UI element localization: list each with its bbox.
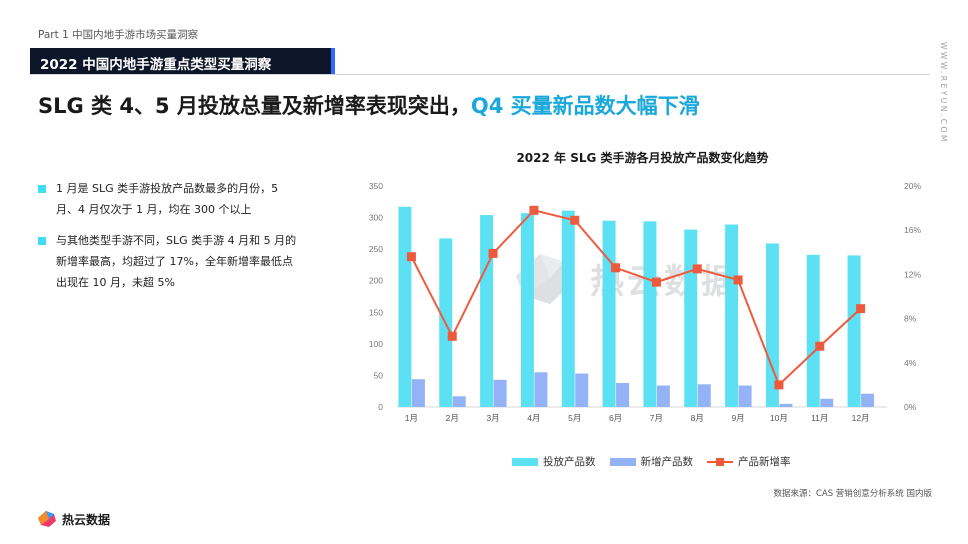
chart-legend: 投放产品数 新增产品数 产品新增率 [512,454,791,469]
bullet-item: 与其他类型手游不同，SLG 类手游 4 月和 5 月的新增率最高，均超过了 17… [38,230,303,293]
part-label: Part 1 中国内地手游市场买量洞察 [38,29,199,41]
bar-total [725,224,739,407]
rate-point [774,380,784,390]
bar-new [861,393,875,407]
legend-label-total: 投放产品数 [543,456,596,468]
headline-main: SLG 类 4、5 月投放总量及新增率表现突出， [38,94,471,118]
source-note: 数据来源：CAS 营销创意分析系统 国内版 [773,489,932,499]
x-tick-label: 8月 [691,413,704,423]
y-tick-label: 50 [374,370,384,380]
x-tick-label: 11月 [811,413,828,423]
bar-new [452,396,466,407]
bar-total [398,206,412,407]
y2-tick-label: 0% [904,402,917,412]
side-url-text: WWW.REYUN.COM [939,42,948,144]
bullet-list: 1 月是 SLG 类手游投放产品数最多的月份，5 月、4 月仅次于 1 月，均在… [38,178,303,303]
bar-new [697,384,711,407]
y-tick-label: 150 [369,307,383,317]
banner-title: 2022 中国内地手游重点类型买量洞察 [40,57,272,73]
x-tick-label: 10月 [770,413,788,423]
headline-accent: Q4 买量新品数大幅下滑 [470,94,700,118]
rate-point [406,252,416,262]
bar-total [480,215,494,407]
rate-point [651,277,661,287]
legend-item-rate: 产品新增率 [707,454,791,469]
rate-point [692,264,702,274]
x-tick-label: 4月 [527,413,540,423]
bar-new [534,372,548,407]
x-tick-label: 5月 [568,413,581,423]
rate-point [611,263,621,273]
chart-canvas: 0 50 100 150 200 250 300 350 0% 4% 8% 12% 16% 20% 1月 2月… [369,181,922,423]
y2-tick-label: 20% [904,181,921,191]
brand-logo-text: 热云数据 [62,512,111,527]
y-tick-label: 0 [378,402,383,412]
bar-total [561,210,575,407]
bar-new [656,385,670,407]
rate-point [815,341,825,351]
bar-total [765,243,779,407]
bar-new [616,383,630,407]
legend-swatch-rate [707,457,733,466]
legend-item-new: 新增产品数 [609,454,694,469]
bar-total [684,229,698,407]
rate-point [529,205,539,215]
brand-logo: 热云数据 [37,510,110,528]
page-headline: SLG 类 4、5 月投放总量及新增率表现突出，Q4 买量新品数大幅下滑 [38,90,700,120]
bar-new [779,403,793,407]
legend-item-total: 投放产品数 [512,454,596,469]
side-url: WWW.REYUN.COM [936,42,952,152]
bar-total [806,254,820,407]
bar-new [411,379,425,407]
legend-swatch-total [512,457,538,466]
rate-point [856,304,866,314]
x-tick-label: 2月 [446,413,459,423]
rate-point [733,275,743,285]
brand-logo-icon [38,511,56,527]
y-tick-label: 250 [369,244,383,254]
legend-swatch-new [609,457,636,466]
rate-point [488,248,498,258]
y2-tick-label: 4% [904,358,917,368]
y-tick-label: 300 [369,213,383,223]
x-tick-label: 1月 [405,413,418,423]
legend-label-rate: 产品新增率 [738,456,791,468]
bar-total [847,255,861,407]
y-tick-label: 350 [369,181,383,191]
bar-new [820,398,834,407]
bullet-square-icon [38,185,46,193]
y2-tick-label: 12% [904,269,921,279]
y-tick-label: 200 [369,276,383,286]
x-tick-label: 3月 [486,413,499,423]
x-tick-label: 6月 [609,413,622,423]
bar-new [493,379,507,407]
bar-total [520,213,534,407]
y2-tick-label: 8% [904,314,917,324]
chart-title: 2022 年 SLG 类手游各月投放产品数变化趋势 [516,151,769,165]
bar-new [575,373,589,407]
bullet-text: 与其他类型手游不同，SLG 类手游 4 月和 5 月的新增率最高，均超过了 17… [56,234,297,289]
bar-total [602,220,616,407]
x-tick-label: 9月 [731,413,744,423]
y-tick-label: 100 [369,339,383,349]
x-tick-label: 12月 [852,413,870,423]
bar-new [738,385,752,407]
x-tick-label: 7月 [650,413,663,423]
bullet-item: 1 月是 SLG 类手游投放产品数最多的月份，5 月、4 月仅次于 1 月，均在… [38,178,303,220]
rate-line [410,209,862,387]
bullet-text: 1 月是 SLG 类手游投放产品数最多的月份，5 月、4 月仅次于 1 月，均在… [56,182,279,216]
y2-tick-label: 16% [904,225,921,235]
legend-label-new: 新增产品数 [640,456,694,468]
section-banner: 2022 中国内地手游重点类型买量洞察 [30,48,335,74]
rate-point [570,215,580,225]
header-divider [30,74,930,75]
rate-point [447,331,457,341]
bullet-square-icon [38,237,46,245]
bar-total [643,221,657,407]
